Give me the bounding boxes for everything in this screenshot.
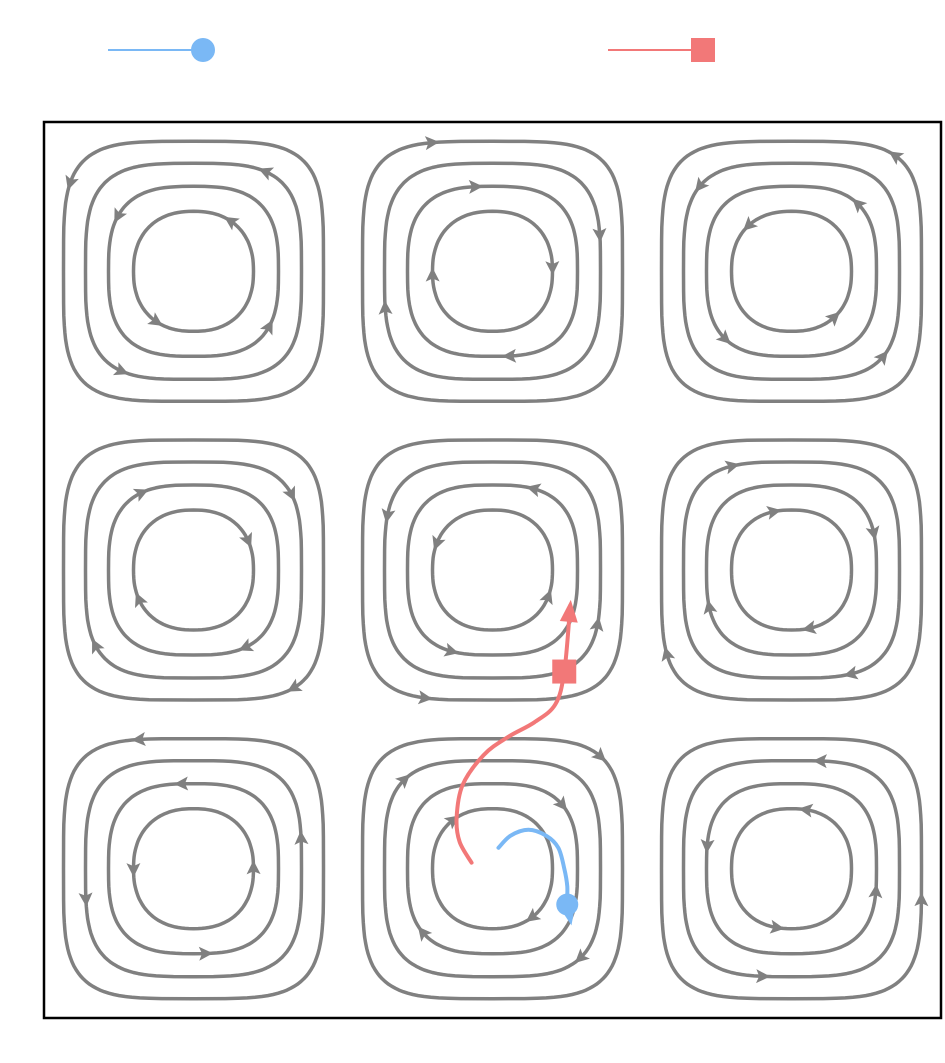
streamline-loop xyxy=(433,211,553,331)
streamline-loop xyxy=(385,163,601,379)
trajectory-1-marker xyxy=(556,894,578,916)
plot-frame xyxy=(44,122,941,1018)
streamline-loop xyxy=(64,141,324,401)
streamline-loop xyxy=(433,510,553,630)
streamline-loop xyxy=(732,211,852,331)
trajectory-2-marker xyxy=(552,660,576,684)
streamline-loop xyxy=(363,440,623,700)
streamline-loop xyxy=(134,510,254,630)
streamline-loop xyxy=(433,809,553,929)
streamline-loop xyxy=(134,809,254,929)
legend xyxy=(108,38,715,62)
streamline-loop xyxy=(662,739,922,999)
streamline-loop xyxy=(86,163,302,379)
streamlines xyxy=(64,136,929,999)
streamline-loop xyxy=(662,440,922,700)
streamline-loop xyxy=(363,141,623,401)
streamline-loop xyxy=(64,739,324,999)
streamline-loop xyxy=(64,440,324,700)
streamline-loop xyxy=(86,462,302,678)
streamline-loop xyxy=(684,761,900,977)
streamline-loop xyxy=(684,163,900,379)
streamline-loop xyxy=(134,211,254,331)
legend-marker-circle xyxy=(191,38,215,62)
streamline-loop xyxy=(385,761,601,977)
streamline-loop xyxy=(662,141,922,401)
streamline-loop xyxy=(732,809,852,929)
streamline-loop xyxy=(684,462,900,678)
trajectory-2-line xyxy=(456,606,570,863)
streamline-loop xyxy=(732,510,852,630)
legend-marker-square xyxy=(691,38,715,62)
streamline-loop xyxy=(86,761,302,977)
